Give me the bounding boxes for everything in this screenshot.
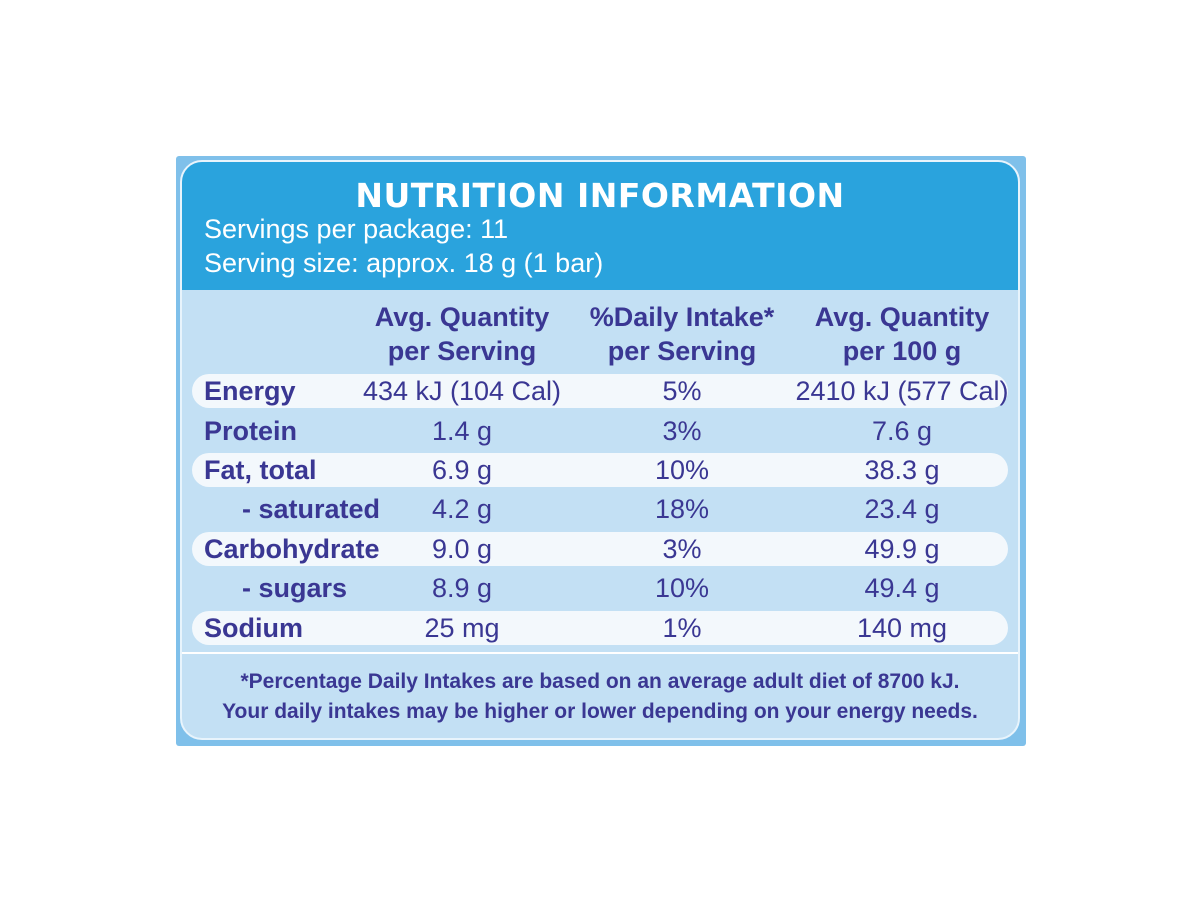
value-per-100g: 23.4 g	[864, 494, 940, 524]
table-row-carbohydrate: Carbohydrate 9.0 g 3% 49.9 g	[192, 532, 1008, 566]
column-header-avg-per-100g: Avg. Quantity per 100 g	[814, 302, 990, 366]
value-per-serving: 434 kJ (104 Cal)	[362, 376, 562, 406]
nutrient-name: Carbohydrate	[204, 534, 380, 564]
value-per-100g: 49.9 g	[864, 534, 940, 564]
panel-title: NUTRITION INFORMATION	[355, 176, 845, 215]
table-row-energy: Energy 434 kJ (104 Cal) 5% 2410 kJ (577 …	[192, 374, 1009, 408]
value-per-100g: 2410 kJ (577 Cal)	[795, 376, 1009, 406]
table-row-sugars: - sugars 8.9 g 10% 49.4 g	[192, 571, 1008, 605]
value-daily-intake: 18%	[654, 494, 710, 524]
footnote-line-2: Your daily intakes may be higher or lowe…	[222, 700, 978, 723]
value-per-serving: 1.4 g	[431, 416, 493, 446]
servings-per-package: Servings per package: 11	[204, 214, 509, 244]
nutrient-name: Fat, total	[204, 455, 317, 485]
nutrition-panel: NUTRITION INFORMATION Servings per packa…	[180, 160, 1020, 740]
value-per-serving: 9.0 g	[431, 534, 493, 564]
serving-size: Serving size: approx. 18 g (1 bar)	[204, 248, 604, 278]
column-header-avg-per-serving: Avg. Quantity per Serving	[374, 302, 550, 366]
table-row-saturated: - saturated 4.2 g 18% 23.4 g	[192, 492, 1008, 526]
nutrient-name: - saturated	[242, 494, 381, 524]
table-row-protein: Protein 1.4 g 3% 7.6 g	[192, 414, 1008, 448]
value-daily-intake: 3%	[662, 534, 702, 564]
nutrient-name: Protein	[204, 416, 298, 446]
value-daily-intake: 10%	[654, 455, 710, 485]
value-per-100g: 140 mg	[856, 613, 948, 643]
footnote-line-1: *Percentage Daily Intakes are based on a…	[240, 670, 960, 693]
value-per-serving: 8.9 g	[431, 573, 493, 603]
panel-header: NUTRITION INFORMATION Servings per packa…	[182, 162, 1018, 290]
value-per-100g: 49.4 g	[864, 573, 940, 603]
value-per-serving: 6.9 g	[431, 455, 493, 485]
value-per-100g: 38.3 g	[864, 455, 940, 485]
footnote-divider	[182, 652, 1018, 654]
nutrient-name: - sugars	[242, 573, 348, 603]
value-daily-intake: 5%	[662, 376, 702, 406]
value-per-serving: 4.2 g	[431, 494, 493, 524]
value-per-100g: 7.6 g	[871, 416, 933, 446]
nutrient-name: Energy	[204, 376, 296, 406]
column-header-daily-intake: %Daily Intake* per Serving	[589, 302, 775, 366]
value-daily-intake: 1%	[662, 613, 702, 643]
value-daily-intake: 10%	[654, 573, 710, 603]
table-row-sodium: Sodium 25 mg 1% 140 mg	[192, 611, 1008, 645]
table-row-fat-total: Fat, total 6.9 g 10% 38.3 g	[192, 453, 1008, 487]
nutrient-name: Sodium	[204, 613, 303, 643]
value-per-serving: 25 mg	[424, 613, 500, 643]
value-daily-intake: 3%	[662, 416, 702, 446]
